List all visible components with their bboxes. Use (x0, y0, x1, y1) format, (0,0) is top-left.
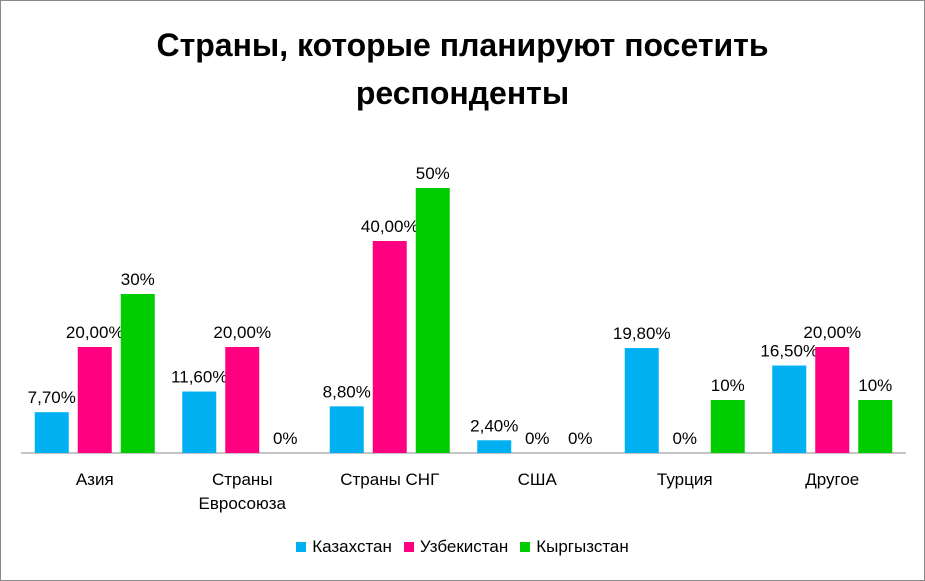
data-label-2-0: 8,80% (323, 382, 371, 401)
bar-5-2 (858, 400, 893, 453)
data-label-4-1: 0% (672, 429, 697, 448)
data-label-3-1: 0% (525, 429, 550, 448)
legend-swatch-uzbekistan (403, 542, 414, 552)
category-label-5: Другое (805, 470, 859, 489)
category-label-1-line1: Евросоюза (199, 494, 287, 513)
category-label-1-line0: Страны (212, 470, 273, 489)
category-label-0: Азия (76, 470, 114, 489)
legend-swatch-kyrgyzstan (520, 542, 531, 552)
category-label-4: Турция (657, 470, 713, 489)
bar-5-0 (772, 365, 807, 453)
bar-4-0 (624, 348, 659, 453)
legend-label-uzbekistan: Узбекистан (419, 537, 509, 556)
bar-4-2 (710, 400, 745, 453)
data-label-1-0: 11,60% (171, 368, 227, 387)
data-label-2-1: 40,00% (361, 217, 419, 236)
data-label-5-0: 16,50% (760, 342, 818, 361)
data-label-1-2: 0% (273, 429, 298, 448)
data-label-4-2: 10% (711, 376, 745, 395)
data-label-0-0: 7,70% (28, 388, 76, 407)
legend-item-uzbekistan: Узбекистан (403, 537, 509, 557)
bar-2-1 (372, 241, 407, 453)
legend-item-kazakhstan: Казахстан (296, 537, 392, 557)
chart-title-line2: респонденты (355, 75, 570, 111)
bar-0-2 (120, 294, 155, 453)
category-label-3: США (518, 470, 558, 489)
bar-5-1 (815, 347, 850, 453)
bar-0-0 (34, 412, 69, 453)
bar-1-0 (182, 391, 217, 453)
bar-2-0 (329, 406, 364, 453)
data-label-3-2: 0% (568, 429, 593, 448)
legend-item-kyrgyzstan: Кыргызстан (520, 537, 629, 557)
data-label-0-2: 30% (121, 270, 155, 289)
data-label-1-1: 20,00% (213, 323, 271, 342)
legend-swatch-kazakhstan (296, 542, 307, 552)
bar-1-1 (225, 347, 260, 453)
bar-2-2 (415, 188, 450, 453)
bar-0-1 (77, 347, 112, 453)
chart-title: Страны, которые планируют посетить респо… (1, 21, 924, 117)
chart-title-line1: Страны, которые планируют посетить (156, 27, 769, 63)
legend-label-kyrgyzstan: Кыргызстан (536, 537, 629, 556)
data-label-2-2: 50% (416, 164, 450, 183)
data-label-5-2: 10% (858, 376, 892, 395)
data-label-4-0: 19,80% (613, 324, 671, 343)
bar-3-0 (477, 440, 512, 453)
legend: Казахстан Узбекистан Кыргызстан (1, 537, 924, 557)
data-label-3-0: 2,40% (470, 416, 518, 435)
data-label-5-1: 20,00% (803, 323, 861, 342)
data-label-0-1: 20,00% (66, 323, 124, 342)
category-label-2: Страны СНГ (340, 470, 439, 489)
legend-label-kazakhstan: Казахстан (312, 537, 392, 556)
